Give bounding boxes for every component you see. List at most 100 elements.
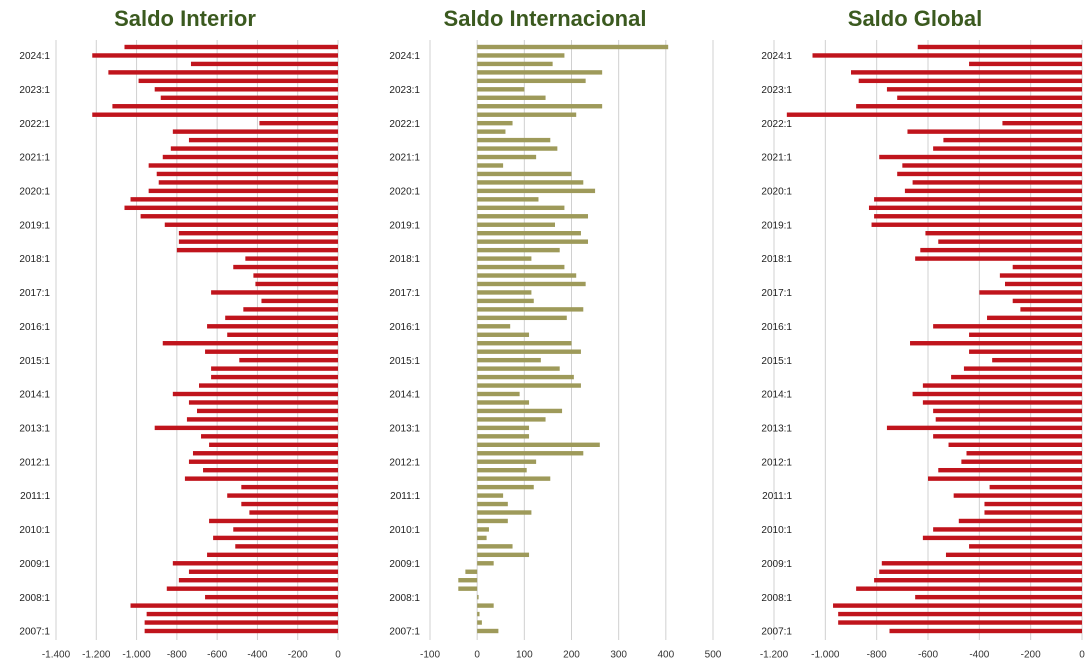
x-tick-label: -100 <box>420 650 440 661</box>
bar <box>477 137 551 143</box>
bar <box>992 357 1082 363</box>
y-tick-label: 2023:1 <box>761 85 792 96</box>
x-tick-label: 400 <box>657 650 674 661</box>
bar <box>920 247 1082 253</box>
y-tick-label: 2023:1 <box>19 85 50 96</box>
bar <box>963 366 1082 371</box>
bar <box>938 467 1082 473</box>
bar <box>477 112 577 117</box>
bar <box>235 544 338 549</box>
bar <box>938 239 1082 244</box>
bar <box>933 434 1082 439</box>
bar <box>477 120 513 126</box>
bar <box>1012 264 1082 270</box>
y-tick-label: 2007:1 <box>389 627 420 638</box>
bar <box>969 544 1082 549</box>
bar <box>259 120 338 126</box>
y-tick-label: 2013:1 <box>19 424 50 435</box>
bar <box>477 561 494 566</box>
y-tick-label: 2016:1 <box>761 322 792 333</box>
bar <box>162 154 338 160</box>
bar <box>871 222 1082 227</box>
bar <box>477 197 539 202</box>
bar <box>477 87 525 92</box>
bar <box>477 484 534 490</box>
bar <box>945 552 1082 558</box>
bar <box>889 628 1082 634</box>
y-tick-label: 2015:1 <box>389 356 420 367</box>
bar <box>205 349 338 354</box>
y-tick-label: 2018:1 <box>389 254 420 265</box>
bar <box>477 408 563 414</box>
bar <box>184 476 338 481</box>
bar <box>838 611 1082 617</box>
bar <box>933 527 1082 532</box>
bar <box>477 44 669 50</box>
y-tick-label: 2021:1 <box>389 153 420 164</box>
bar <box>243 307 338 312</box>
bar <box>144 620 338 625</box>
y-tick-label: 2011:1 <box>390 491 420 502</box>
bar <box>833 603 1082 608</box>
bar <box>209 442 338 447</box>
bar <box>477 628 499 634</box>
x-tick-label: 200 <box>563 650 580 661</box>
bar <box>477 332 530 337</box>
y-tick-label: 2010:1 <box>19 525 50 536</box>
bar <box>477 239 589 244</box>
bar <box>477 518 508 524</box>
y-tick-label: 2012:1 <box>389 457 420 468</box>
bar <box>233 527 338 532</box>
bar <box>186 417 338 422</box>
y-tick-label: 2023:1 <box>389 85 420 96</box>
bar <box>879 154 1082 160</box>
bar <box>897 171 1082 177</box>
bar <box>227 493 338 498</box>
bar <box>910 341 1082 346</box>
bar <box>261 298 338 304</box>
bar <box>209 518 338 524</box>
bar <box>922 400 1082 405</box>
bar <box>477 425 530 431</box>
bar <box>477 163 504 168</box>
bar <box>477 171 572 177</box>
bar <box>925 231 1082 236</box>
bar <box>465 569 478 574</box>
bar <box>477 256 532 261</box>
bar <box>477 324 511 329</box>
bar <box>477 188 596 194</box>
bar <box>197 408 338 414</box>
bar <box>1020 307 1082 312</box>
bar <box>477 154 537 160</box>
bar <box>140 214 338 219</box>
y-tick-label: 2018:1 <box>19 254 50 265</box>
bar <box>477 104 603 109</box>
y-tick-label: 2009:1 <box>761 559 792 570</box>
y-tick-label: 2016:1 <box>19 322 50 333</box>
bar <box>249 510 338 515</box>
bar <box>477 129 506 134</box>
y-tick-label: 2013:1 <box>761 424 792 435</box>
y-tick-label: 2021:1 <box>761 153 792 164</box>
y-tick-label: 2009:1 <box>19 559 50 570</box>
bar <box>192 451 338 456</box>
bar <box>188 459 338 464</box>
bar <box>477 95 546 100</box>
bar <box>477 366 560 371</box>
bar <box>92 53 338 58</box>
x-tick-label: -200 <box>1021 650 1041 661</box>
x-tick-label: -1.200 <box>760 650 789 661</box>
y-tick-label: 2017:1 <box>761 288 792 299</box>
bar <box>239 357 338 363</box>
bar <box>255 281 338 287</box>
bar <box>154 87 338 92</box>
bar <box>162 341 338 346</box>
x-tick-label: 0 <box>335 650 341 661</box>
x-tick-label: -1.000 <box>122 650 151 661</box>
bar <box>477 434 530 439</box>
bar <box>170 146 338 151</box>
y-tick-label: 2010:1 <box>761 525 792 536</box>
bar <box>108 70 338 75</box>
bar <box>188 137 338 143</box>
